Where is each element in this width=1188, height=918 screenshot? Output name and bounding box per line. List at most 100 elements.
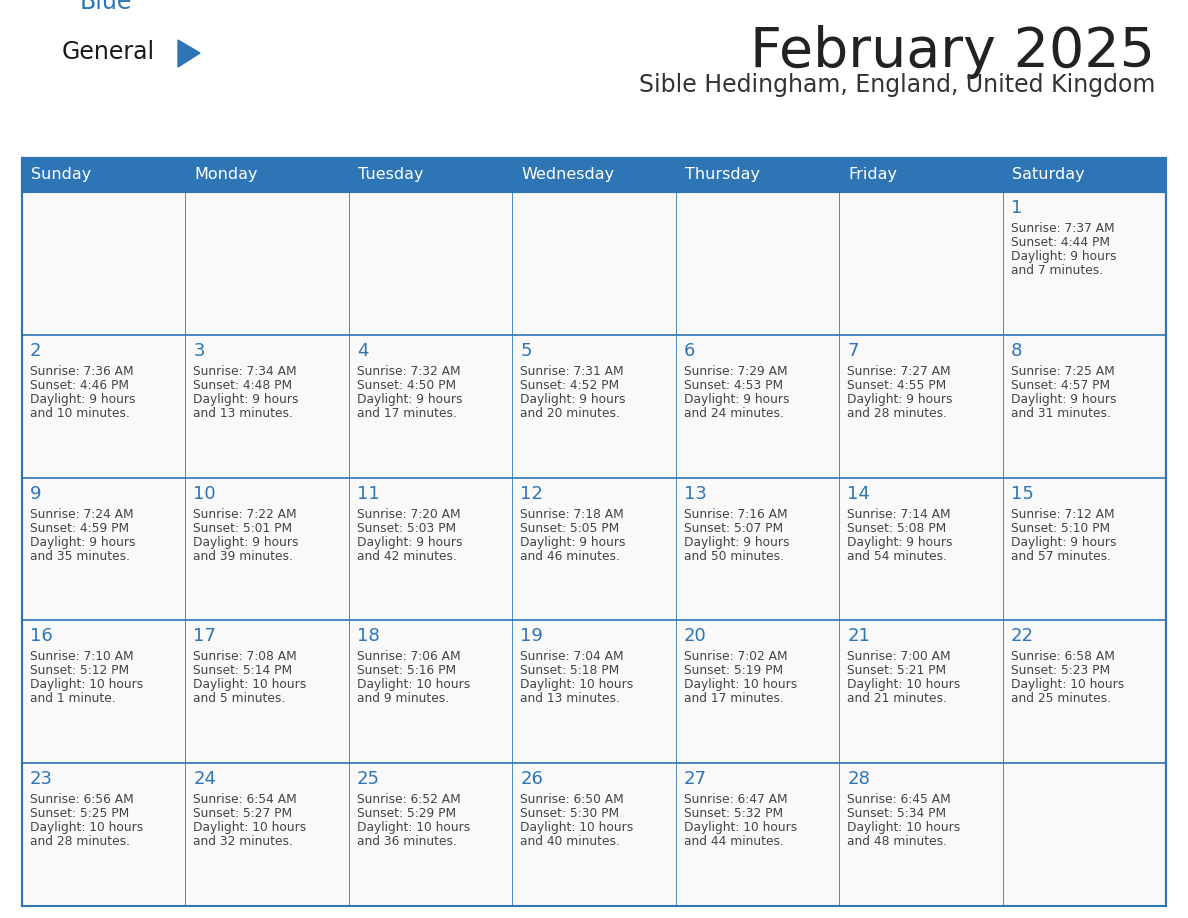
Bar	[23, 158, 1165, 192]
Text: Sunset: 4:55 PM: Sunset: 4:55 PM	[847, 379, 947, 392]
Text: and 5 minutes.: and 5 minutes.	[194, 692, 285, 705]
Text: Daylight: 9 hours: Daylight: 9 hours	[194, 393, 299, 406]
Text: Wednesday: Wednesday	[522, 167, 614, 183]
Text: Sunset: 5:32 PM: Sunset: 5:32 PM	[684, 807, 783, 820]
Text: 2: 2	[30, 341, 42, 360]
Text: Sunrise: 7:16 AM: Sunrise: 7:16 AM	[684, 508, 788, 521]
Text: and 32 minutes.: and 32 minutes.	[194, 835, 293, 848]
Bar	[349, 621, 512, 763]
Text: 4: 4	[356, 341, 368, 360]
Bar	[839, 621, 1003, 763]
Bar	[185, 192, 349, 335]
Polygon shape	[178, 40, 200, 67]
Bar	[676, 192, 839, 335]
Text: and 35 minutes.: and 35 minutes.	[30, 550, 129, 563]
Text: 25: 25	[356, 770, 380, 789]
Text: Sunset: 4:50 PM: Sunset: 4:50 PM	[356, 379, 456, 392]
Text: Sunset: 5:30 PM: Sunset: 5:30 PM	[520, 807, 619, 820]
Text: Sunset: 5:08 PM: Sunset: 5:08 PM	[847, 521, 947, 534]
Text: Daylight: 10 hours: Daylight: 10 hours	[847, 678, 960, 691]
Bar	[1003, 763, 1165, 906]
Bar	[1003, 192, 1165, 335]
Text: and 20 minutes.: and 20 minutes.	[520, 407, 620, 420]
Text: February 2025: February 2025	[750, 25, 1155, 79]
Bar	[185, 763, 349, 906]
Text: Sunset: 4:57 PM: Sunset: 4:57 PM	[1011, 379, 1110, 392]
Text: and 39 minutes.: and 39 minutes.	[194, 550, 293, 563]
Text: Daylight: 9 hours: Daylight: 9 hours	[684, 393, 789, 406]
Text: Daylight: 10 hours: Daylight: 10 hours	[194, 678, 307, 691]
Bar	[23, 477, 185, 621]
Text: Daylight: 10 hours: Daylight: 10 hours	[520, 822, 633, 834]
Bar	[839, 763, 1003, 906]
Text: Daylight: 9 hours: Daylight: 9 hours	[194, 535, 299, 549]
Text: and 42 minutes.: and 42 minutes.	[356, 550, 456, 563]
Text: and 31 minutes.: and 31 minutes.	[1011, 407, 1111, 420]
Bar	[839, 192, 1003, 335]
Text: 23: 23	[30, 770, 53, 789]
Text: and 28 minutes.: and 28 minutes.	[30, 835, 129, 848]
Text: and 24 minutes.: and 24 minutes.	[684, 407, 784, 420]
Bar	[23, 158, 1165, 906]
Text: Sible Hedingham, England, United Kingdom: Sible Hedingham, England, United Kingdom	[639, 73, 1155, 97]
Text: Sunset: 5:27 PM: Sunset: 5:27 PM	[194, 807, 292, 820]
Bar	[349, 335, 512, 477]
Text: Daylight: 9 hours: Daylight: 9 hours	[520, 535, 626, 549]
Text: 11: 11	[356, 485, 380, 502]
Text: and 9 minutes.: and 9 minutes.	[356, 692, 449, 705]
Text: 24: 24	[194, 770, 216, 789]
Text: Sunrise: 7:25 AM: Sunrise: 7:25 AM	[1011, 364, 1114, 378]
Text: Sunset: 5:14 PM: Sunset: 5:14 PM	[194, 665, 292, 677]
Text: Daylight: 10 hours: Daylight: 10 hours	[520, 678, 633, 691]
Bar	[23, 621, 185, 763]
Text: Sunrise: 7:32 AM: Sunrise: 7:32 AM	[356, 364, 461, 378]
Text: Sunrise: 7:24 AM: Sunrise: 7:24 AM	[30, 508, 133, 521]
Text: and 50 minutes.: and 50 minutes.	[684, 550, 784, 563]
Text: Daylight: 9 hours: Daylight: 9 hours	[1011, 250, 1116, 263]
Text: Sunrise: 7:00 AM: Sunrise: 7:00 AM	[847, 650, 950, 664]
Text: 22: 22	[1011, 627, 1034, 645]
Text: 16: 16	[30, 627, 52, 645]
Text: 18: 18	[356, 627, 380, 645]
Text: Sunrise: 7:18 AM: Sunrise: 7:18 AM	[520, 508, 624, 521]
Text: 7: 7	[847, 341, 859, 360]
Text: Sunset: 4:44 PM: Sunset: 4:44 PM	[1011, 236, 1110, 249]
Text: Sunset: 5:01 PM: Sunset: 5:01 PM	[194, 521, 292, 534]
Text: Sunrise: 7:10 AM: Sunrise: 7:10 AM	[30, 650, 133, 664]
Text: Sunrise: 7:29 AM: Sunrise: 7:29 AM	[684, 364, 788, 378]
Text: and 17 minutes.: and 17 minutes.	[684, 692, 784, 705]
Text: Daylight: 10 hours: Daylight: 10 hours	[194, 822, 307, 834]
Text: and 36 minutes.: and 36 minutes.	[356, 835, 456, 848]
Text: Sunrise: 6:50 AM: Sunrise: 6:50 AM	[520, 793, 624, 806]
Text: Daylight: 10 hours: Daylight: 10 hours	[356, 678, 470, 691]
Text: Daylight: 9 hours: Daylight: 9 hours	[1011, 393, 1116, 406]
Text: Sunrise: 7:37 AM: Sunrise: 7:37 AM	[1011, 222, 1114, 235]
Text: Sunset: 4:52 PM: Sunset: 4:52 PM	[520, 379, 619, 392]
Text: Sunset: 4:46 PM: Sunset: 4:46 PM	[30, 379, 129, 392]
Text: Sunset: 5:03 PM: Sunset: 5:03 PM	[356, 521, 456, 534]
Text: Sunset: 4:48 PM: Sunset: 4:48 PM	[194, 379, 292, 392]
Text: Sunset: 5:19 PM: Sunset: 5:19 PM	[684, 665, 783, 677]
Text: and 28 minutes.: and 28 minutes.	[847, 407, 947, 420]
Bar	[185, 477, 349, 621]
Bar	[23, 335, 185, 477]
Text: 10: 10	[194, 485, 216, 502]
Text: Blue: Blue	[80, 0, 132, 14]
Text: Sunset: 5:07 PM: Sunset: 5:07 PM	[684, 521, 783, 534]
Text: Sunrise: 7:31 AM: Sunrise: 7:31 AM	[520, 364, 624, 378]
Bar	[349, 192, 512, 335]
Text: Sunset: 5:21 PM: Sunset: 5:21 PM	[847, 665, 947, 677]
Text: and 21 minutes.: and 21 minutes.	[847, 692, 947, 705]
Text: 21: 21	[847, 627, 870, 645]
Text: Daylight: 9 hours: Daylight: 9 hours	[356, 393, 462, 406]
Text: Tuesday: Tuesday	[358, 167, 423, 183]
Text: Sunrise: 7:08 AM: Sunrise: 7:08 AM	[194, 650, 297, 664]
Text: Daylight: 9 hours: Daylight: 9 hours	[1011, 535, 1116, 549]
Bar	[676, 621, 839, 763]
Text: Sunday: Sunday	[31, 167, 91, 183]
Text: 27: 27	[684, 770, 707, 789]
Bar	[1003, 335, 1165, 477]
Text: Sunrise: 7:04 AM: Sunrise: 7:04 AM	[520, 650, 624, 664]
Text: Daylight: 10 hours: Daylight: 10 hours	[1011, 678, 1124, 691]
Text: 19: 19	[520, 627, 543, 645]
